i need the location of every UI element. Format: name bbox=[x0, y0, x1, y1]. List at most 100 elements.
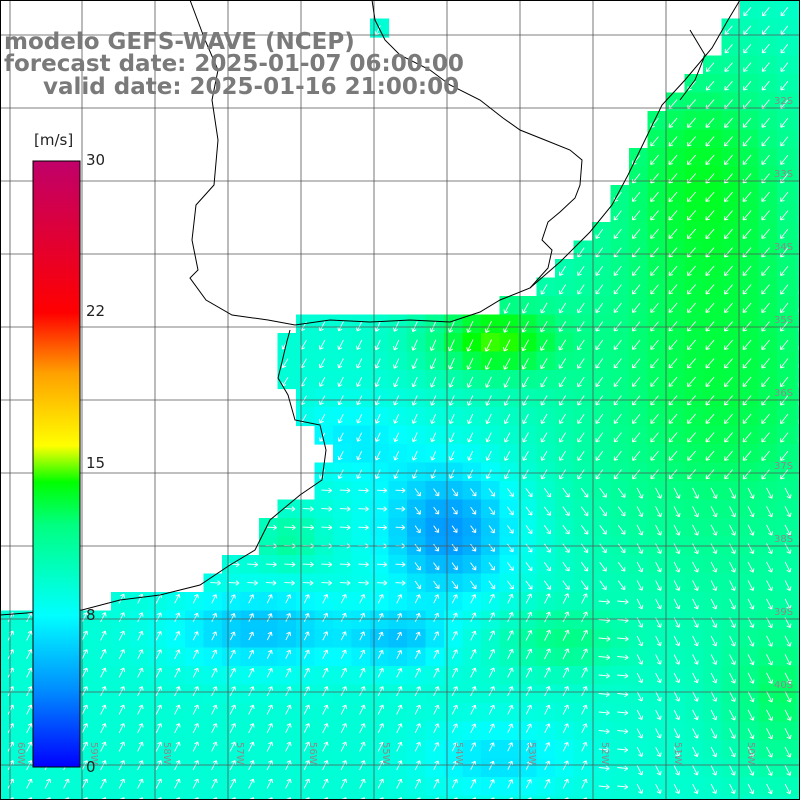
wind-arrow bbox=[668, 321, 678, 332]
wind-arrow bbox=[192, 667, 199, 678]
wind-arrow bbox=[356, 451, 363, 461]
wind-arrow bbox=[668, 413, 678, 424]
wind-arrow bbox=[433, 723, 440, 734]
wind-arrow bbox=[780, 154, 789, 165]
wind-arrow bbox=[650, 191, 659, 203]
wind-arrow bbox=[650, 136, 659, 147]
wind-arrow bbox=[632, 469, 641, 480]
wind-arrow bbox=[451, 543, 458, 552]
wind-arrow bbox=[192, 723, 200, 734]
wind-arrow bbox=[485, 469, 492, 480]
wind-arrow bbox=[729, 728, 736, 739]
wind-arrow bbox=[544, 686, 551, 697]
wind-arrow bbox=[599, 524, 607, 535]
wind-arrow bbox=[617, 506, 626, 517]
wind-arrow bbox=[303, 686, 310, 697]
wind-arrow bbox=[118, 630, 125, 641]
wind-arrow bbox=[448, 376, 455, 388]
wind-arrow bbox=[687, 358, 696, 369]
wind-arrow bbox=[543, 525, 551, 535]
wind-arrow bbox=[470, 649, 477, 660]
wind-arrow bbox=[780, 228, 789, 239]
wind-arrow bbox=[229, 612, 236, 622]
wind-arrow bbox=[599, 487, 607, 498]
wind-arrow bbox=[433, 778, 440, 789]
wind-arrow bbox=[302, 580, 314, 586]
wind-arrow bbox=[265, 524, 277, 531]
wind-speed-cell bbox=[129, 795, 149, 800]
wind-arrow bbox=[747, 672, 755, 684]
wind-arrow bbox=[687, 321, 696, 332]
wind-arrow bbox=[211, 704, 218, 715]
wind-arrow bbox=[470, 562, 477, 571]
wind-arrow bbox=[692, 672, 699, 684]
wind-arrow bbox=[780, 191, 789, 202]
wind-arrow bbox=[507, 667, 514, 678]
wind-arrow bbox=[337, 376, 344, 387]
wind-arrow bbox=[784, 561, 792, 573]
wind-arrow bbox=[433, 562, 440, 571]
wind-arrow bbox=[636, 635, 644, 647]
wind-arrow bbox=[414, 562, 421, 571]
wind-arrow bbox=[488, 543, 495, 552]
wind-speed-cell bbox=[0, 610, 20, 630]
wind-arrow bbox=[339, 524, 351, 531]
wind-arrow bbox=[558, 339, 567, 351]
wind-arrow bbox=[525, 648, 533, 660]
wind-arrow bbox=[229, 723, 237, 734]
wind-arrow bbox=[522, 469, 529, 480]
wind-speed-cell bbox=[92, 647, 112, 667]
wind-arrow bbox=[337, 451, 344, 461]
wind-arrow bbox=[488, 506, 495, 515]
wind-arrow bbox=[377, 667, 384, 678]
wind-arrow bbox=[374, 376, 381, 388]
wind-arrow bbox=[780, 358, 789, 369]
wind-speed-cell bbox=[166, 703, 186, 723]
wind-arrow bbox=[26, 630, 33, 641]
wind-arrow bbox=[396, 686, 403, 697]
wind-arrow bbox=[724, 450, 733, 461]
wind-arrow bbox=[337, 432, 344, 442]
wind-arrow bbox=[747, 691, 755, 703]
wind-arrow bbox=[766, 506, 773, 518]
wind-arrow bbox=[558, 302, 567, 314]
wind-arrow bbox=[687, 284, 696, 295]
wind-arrow bbox=[710, 506, 718, 518]
wind-arrow bbox=[742, 117, 752, 128]
wind-arrow bbox=[655, 524, 662, 536]
wind-arrow bbox=[613, 339, 622, 350]
wind-arrow bbox=[488, 704, 495, 715]
wind-arrow bbox=[540, 376, 548, 388]
wind-arrow bbox=[724, 25, 733, 35]
wind-arrow bbox=[668, 284, 678, 295]
wind-arrow bbox=[668, 358, 678, 369]
wind-arrow bbox=[81, 741, 89, 752]
wind-arrow bbox=[636, 783, 644, 794]
wind-arrow bbox=[507, 562, 514, 571]
wind-arrow bbox=[393, 451, 400, 461]
wind-arrow bbox=[632, 358, 641, 369]
wind-arrow bbox=[525, 742, 532, 752]
wind-arrow bbox=[705, 210, 715, 221]
wind-arrow bbox=[377, 631, 384, 641]
wind-arrow bbox=[780, 469, 789, 480]
wind-arrow bbox=[359, 778, 366, 789]
wind-arrow bbox=[377, 612, 384, 622]
wind-arrow bbox=[44, 778, 52, 789]
wind-arrow bbox=[705, 62, 715, 72]
wind-arrow bbox=[507, 611, 514, 623]
wind-arrow bbox=[337, 469, 344, 480]
wind-arrow bbox=[687, 413, 696, 424]
wind-arrow bbox=[632, 265, 641, 276]
wind-arrow bbox=[395, 580, 406, 586]
wind-arrow bbox=[761, 413, 770, 424]
wind-arrow bbox=[303, 631, 310, 641]
wind-speed-cell bbox=[684, 795, 704, 800]
wind-arrow bbox=[433, 649, 440, 660]
wind-arrow bbox=[321, 506, 333, 512]
wind-speed-cell bbox=[74, 795, 94, 800]
wind-arrow bbox=[617, 561, 626, 572]
wind-arrow bbox=[581, 593, 588, 604]
wind-arrow bbox=[414, 612, 421, 622]
